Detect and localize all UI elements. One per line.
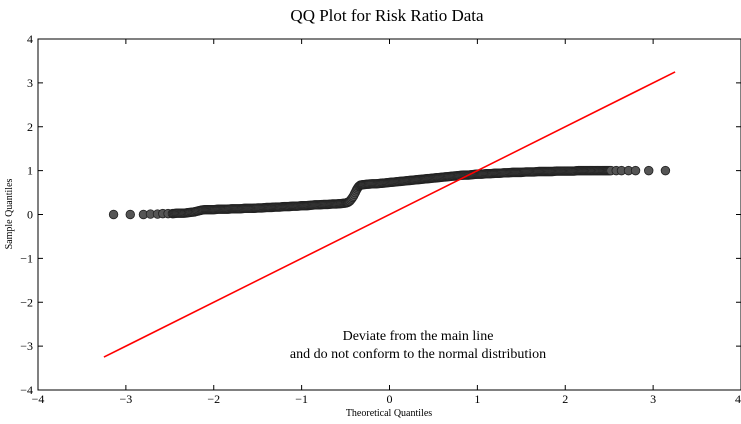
y-tick-label: 2 (27, 120, 33, 134)
x-tick-label: 4 (735, 392, 741, 406)
y-tick-label: −2 (20, 295, 33, 309)
reference-line (103, 71, 676, 358)
y-tick-label: 3 (27, 76, 33, 90)
x-axis-label: Theoretical Quantiles (346, 408, 432, 419)
y-axis-label: Sample Quantiles (4, 178, 15, 249)
chart-title: QQ Plot for Risk Ratio Data (290, 6, 484, 25)
y-tick-label: 1 (27, 164, 33, 178)
x-tick-label: 0 (387, 392, 393, 406)
y-tick-label: −4 (20, 383, 33, 397)
x-tick-label: −3 (119, 392, 132, 406)
qq-points (108, 165, 671, 220)
x-tick-label: −2 (207, 392, 220, 406)
y-tick-label: 4 (27, 32, 33, 46)
reference-line-layer (103, 71, 676, 358)
qq-point (108, 209, 119, 220)
qq-point (644, 165, 654, 176)
x-tick-label: 1 (474, 392, 480, 406)
x-tick-label: 2 (562, 392, 568, 406)
x-tick-label: −4 (32, 392, 45, 406)
qq-point (630, 165, 641, 176)
annotation-line-2: and do not conform to the normal distrib… (290, 347, 546, 362)
x-tick-label: 3 (650, 392, 656, 406)
y-tick-label: 0 (27, 208, 33, 222)
y-axis-ticks: −4 −3 −2 −1 0 1 2 3 4 (20, 32, 741, 397)
y-tick-label: −1 (20, 251, 33, 265)
qq-point (660, 165, 671, 176)
y-tick-label: −3 (20, 339, 33, 353)
annotation-line-1: Deviate from the main line (343, 329, 494, 344)
x-tick-label: −1 (295, 392, 308, 406)
x-axis-ticks: −4 −3 −2 −1 0 1 2 3 4 (32, 39, 741, 406)
qq-point (125, 209, 135, 220)
